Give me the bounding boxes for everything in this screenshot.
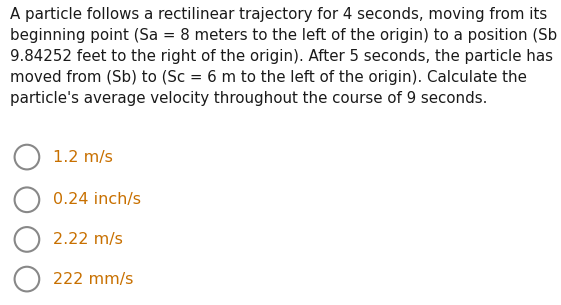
Text: 222 mm/s: 222 mm/s [53,271,134,287]
Text: 2.22 m/s: 2.22 m/s [53,232,123,247]
Text: 0.24 inch/s: 0.24 inch/s [53,192,141,207]
Text: A particle follows a rectilinear trajectory for 4 seconds, moving from its
begin: A particle follows a rectilinear traject… [10,7,561,106]
Text: 1.2 m/s: 1.2 m/s [53,149,113,165]
